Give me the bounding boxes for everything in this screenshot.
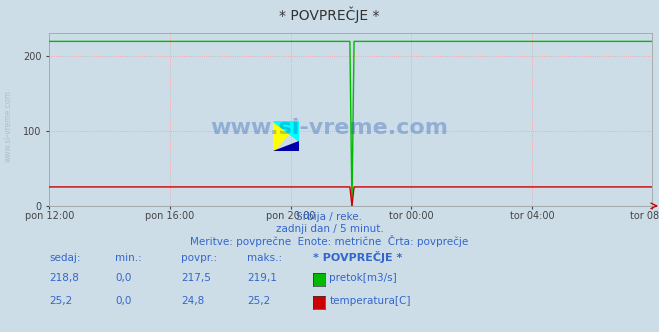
Text: 219,1: 219,1 xyxy=(247,273,277,283)
Text: 25,2: 25,2 xyxy=(49,296,72,306)
Text: * POVPREČJE *: * POVPREČJE * xyxy=(279,7,380,23)
Text: 217,5: 217,5 xyxy=(181,273,211,283)
Text: pretok[m3/s]: pretok[m3/s] xyxy=(330,273,397,283)
Text: Meritve: povprečne  Enote: metrične  Črta: povprečje: Meritve: povprečne Enote: metrične Črta:… xyxy=(190,235,469,247)
Text: temperatura[C]: temperatura[C] xyxy=(330,296,411,306)
Text: zadnji dan / 5 minut.: zadnji dan / 5 minut. xyxy=(275,224,384,234)
Text: Srbija / reke.: Srbija / reke. xyxy=(297,212,362,222)
Text: www.si-vreme.com: www.si-vreme.com xyxy=(3,90,13,162)
Text: min.:: min.: xyxy=(115,253,142,263)
Text: povpr.:: povpr.: xyxy=(181,253,217,263)
Polygon shape xyxy=(273,121,299,140)
Text: 24,8: 24,8 xyxy=(181,296,204,306)
Polygon shape xyxy=(273,140,299,151)
Text: 0,0: 0,0 xyxy=(115,273,132,283)
Polygon shape xyxy=(273,121,299,151)
Text: maks.:: maks.: xyxy=(247,253,282,263)
Text: 25,2: 25,2 xyxy=(247,296,270,306)
Text: sedaj:: sedaj: xyxy=(49,253,81,263)
Text: 218,8: 218,8 xyxy=(49,273,79,283)
Text: * POVPREČJE *: * POVPREČJE * xyxy=(313,251,403,263)
Text: 0,0: 0,0 xyxy=(115,296,132,306)
Text: www.si-vreme.com: www.si-vreme.com xyxy=(210,118,449,138)
